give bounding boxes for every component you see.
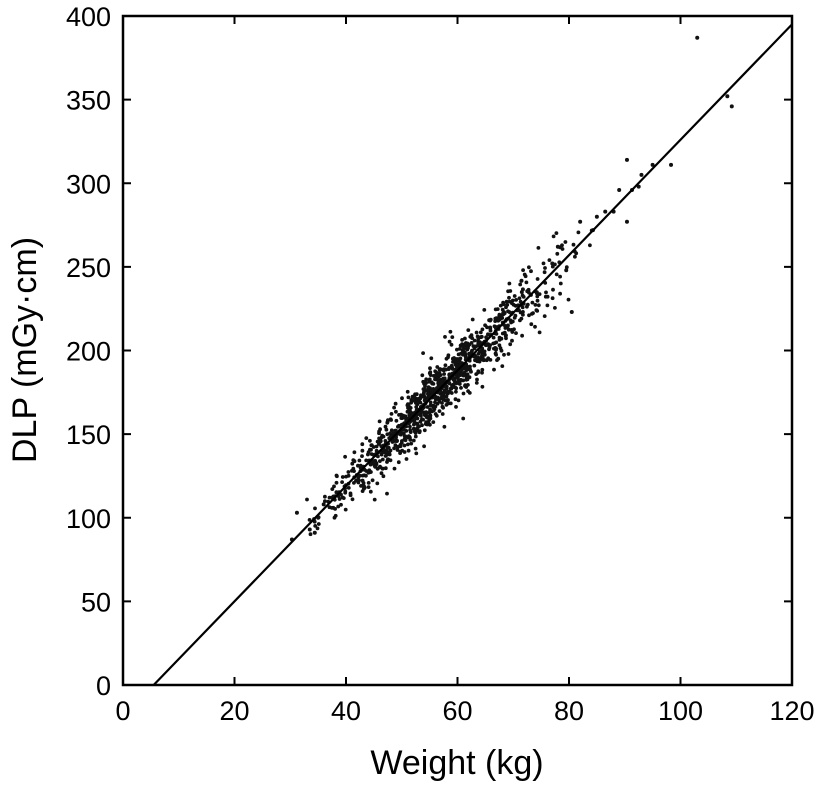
y-tick-label: 100 (66, 504, 111, 534)
y-axis-title: DLP (mGy·cm) (6, 237, 44, 463)
data-point (312, 530, 317, 535)
x-tick-label: 40 (331, 696, 361, 726)
x-axis-title: Weight (kg) (370, 744, 543, 782)
data-point (617, 187, 622, 192)
x-tick-label: 0 (115, 696, 130, 726)
x-axis: 0 20 40 60 80 100 120 (115, 16, 815, 726)
y-tick-label: 250 (66, 253, 111, 283)
data-point (569, 310, 574, 315)
data-point (307, 527, 312, 532)
data-point (650, 162, 655, 167)
data-point (639, 172, 644, 177)
y-axis: 0 50 100 150 200 250 300 350 400 (66, 2, 792, 701)
data-point (669, 162, 674, 167)
x-tick-label: 80 (554, 696, 584, 726)
y-tick-label: 400 (66, 2, 111, 32)
data-point (695, 35, 700, 40)
y-tick-label: 350 (66, 86, 111, 116)
data-point (294, 510, 299, 515)
data-point (321, 502, 326, 507)
data-point (729, 104, 734, 109)
data-point (555, 244, 560, 249)
data-point (624, 157, 629, 162)
data-point (594, 214, 599, 219)
data-point (725, 94, 730, 99)
y-tick-label: 150 (66, 420, 111, 450)
data-point (603, 209, 608, 214)
data-point (624, 219, 629, 224)
data-point (564, 268, 569, 273)
x-tick-label: 100 (658, 696, 703, 726)
x-tick-label: 120 (769, 696, 814, 726)
data-point (550, 261, 555, 266)
data-points (289, 35, 734, 542)
y-tick-label: 50 (81, 587, 111, 617)
regression-line (152, 23, 793, 686)
x-tick-label: 60 (442, 696, 472, 726)
y-tick-label: 0 (96, 671, 111, 701)
x-tick-label: 20 (219, 696, 249, 726)
y-tick-label: 300 (66, 169, 111, 199)
data-point (578, 219, 583, 224)
y-tick-label: 200 (66, 337, 111, 367)
